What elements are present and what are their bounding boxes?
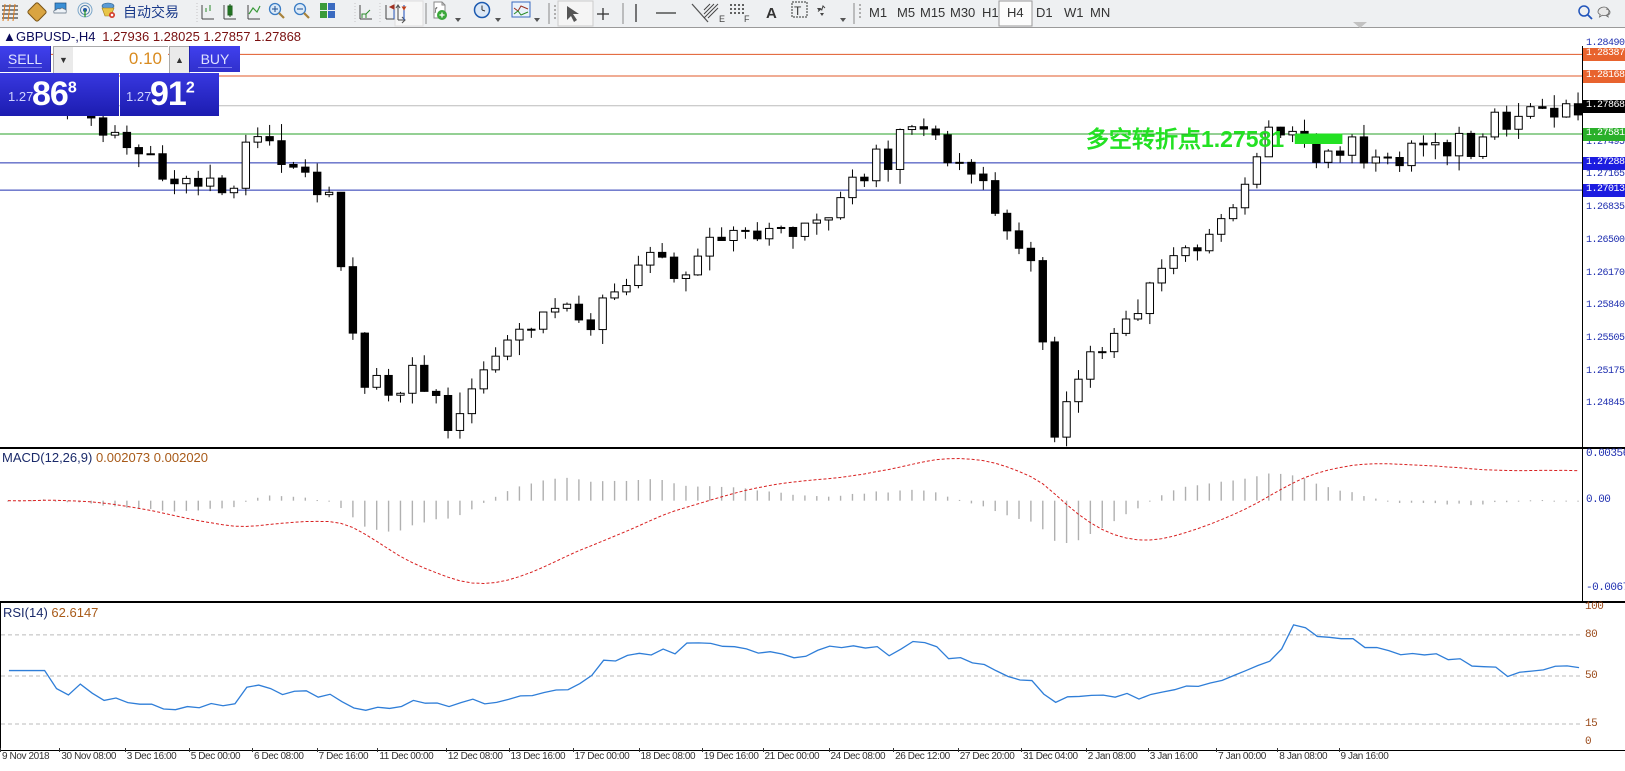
svg-text:H1: H1	[982, 5, 999, 20]
svg-text:E: E	[719, 14, 725, 24]
svg-text:T: T	[794, 4, 802, 18]
svg-text:自动交易: 自动交易	[123, 4, 179, 20]
svg-text:D1: D1	[1036, 5, 1053, 20]
svg-text:A: A	[766, 5, 777, 22]
svg-text:W1: W1	[1064, 5, 1084, 20]
svg-text:F: F	[744, 14, 750, 24]
svg-text:M5: M5	[897, 5, 915, 20]
svg-text:MN: MN	[1090, 5, 1110, 20]
svg-text:M1: M1	[869, 5, 887, 20]
svg-text:H4: H4	[1007, 5, 1024, 20]
svg-text:M15: M15	[920, 5, 945, 20]
svg-text:M30: M30	[950, 5, 975, 20]
svg-text:多空转折点1.27581: 多空转折点1.27581	[1086, 126, 1284, 152]
